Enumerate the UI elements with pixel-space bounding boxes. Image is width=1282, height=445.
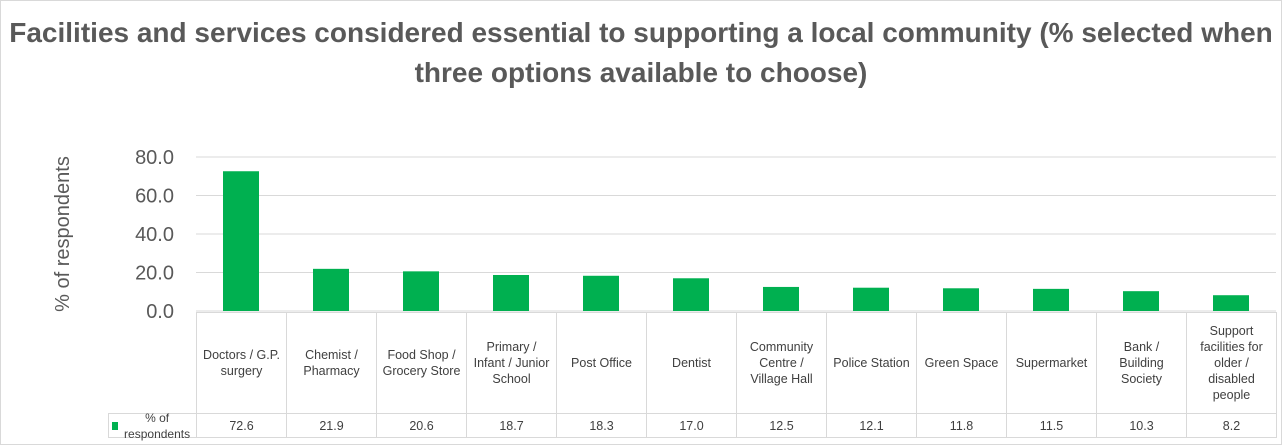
value-cell: 12.5	[736, 413, 827, 438]
value-cell: 10.3	[1096, 413, 1187, 438]
category-cell: Post Office	[556, 312, 647, 414]
value-cell: 18.3	[556, 413, 647, 438]
bar	[853, 287, 889, 311]
legend-cell: % of respondents	[108, 411, 197, 441]
y-tick-label: 60.0	[135, 186, 174, 208]
category-cell: Food Shop / Grocery Store	[376, 312, 467, 414]
category-cell: Green Space	[916, 312, 1007, 414]
category-cell: Dentist	[646, 312, 737, 414]
category-cell: Police Station	[826, 312, 917, 414]
value-cell: 21.9	[286, 413, 377, 438]
category-cell: Chemist / Pharmacy	[286, 312, 377, 414]
y-tick-label: 40.0	[135, 224, 174, 246]
category-cell: Bank / Building Society	[1096, 312, 1187, 414]
bar	[943, 288, 979, 311]
category-cell: Support facilities for older / disabled …	[1186, 312, 1277, 414]
value-cell: 8.2	[1186, 413, 1277, 438]
legend-label: % of respondents	[124, 410, 191, 441]
value-cell: 11.8	[916, 413, 1007, 438]
chart-title: Facilities and services considered essen…	[9, 17, 1273, 88]
y-tick-label: 20.0	[135, 263, 174, 285]
value-cell: 18.7	[466, 413, 557, 438]
bar	[223, 171, 259, 311]
value-cell: 12.1	[826, 413, 917, 438]
category-cell: Community Centre / Village Hall	[736, 312, 827, 414]
value-cell: 72.6	[196, 413, 287, 438]
bar	[403, 271, 439, 311]
bar	[313, 268, 349, 311]
bar	[1213, 295, 1249, 311]
category-cell: Primary / Infant / Junior School	[466, 312, 557, 414]
bar	[583, 275, 619, 311]
bar	[1123, 291, 1159, 311]
category-cell: Supermarket	[1006, 312, 1097, 414]
bar	[493, 275, 529, 311]
value-cell: 11.5	[1006, 413, 1097, 438]
category-cell: Doctors / G.P. surgery	[196, 312, 287, 414]
legend-swatch	[112, 421, 119, 430]
y-axis-label: % of respondents	[52, 156, 74, 312]
bar	[673, 278, 709, 311]
value-cell: 20.6	[376, 413, 467, 438]
y-tick-label: 0.0	[146, 301, 174, 323]
bar	[1033, 288, 1069, 311]
y-tick-label: 80.0	[135, 147, 174, 169]
bar	[763, 286, 799, 311]
value-cell: 17.0	[646, 413, 737, 438]
